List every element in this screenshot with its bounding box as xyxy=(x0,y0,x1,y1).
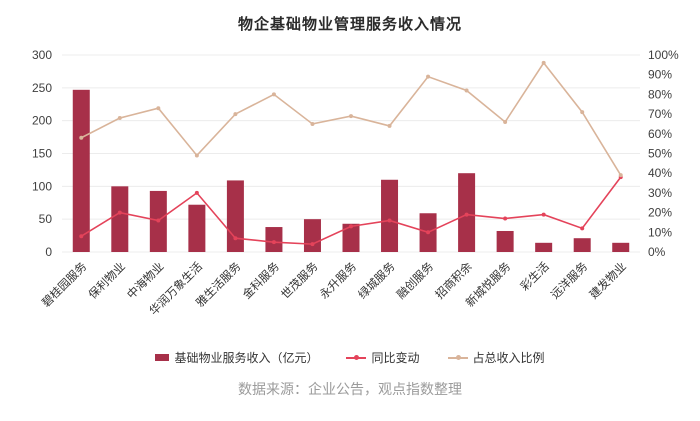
bar xyxy=(381,179,399,252)
x-axis-label: 融创服务 xyxy=(394,259,437,302)
x-axis-label: 中海物业 xyxy=(124,259,166,301)
source-note: 数据来源：企业公告，观点指数整理 xyxy=(238,381,462,397)
bar xyxy=(111,186,129,252)
right-axis-tick: 0% xyxy=(648,245,666,259)
legend-label-share: 占总收入比例 xyxy=(472,351,545,365)
line-marker xyxy=(541,212,546,217)
legend-label-yoy: 同比变动 xyxy=(371,351,420,365)
bar xyxy=(265,227,283,252)
x-axis-label: 招商积余 xyxy=(432,259,475,302)
line-marker xyxy=(194,190,199,195)
right-axis-tick: 70% xyxy=(648,107,672,121)
line-marker xyxy=(349,114,353,119)
legend-label-revenue: 基础物业服务收入（亿元） xyxy=(174,351,319,365)
right-axis-tick: 20% xyxy=(648,206,672,220)
left-axis-tick: 0 xyxy=(45,245,52,259)
right-axis-tick: 30% xyxy=(648,186,672,200)
line-marker xyxy=(233,236,238,241)
right-axis-tick: 90% xyxy=(648,68,672,82)
bar xyxy=(535,242,553,252)
left-axis-tick: 250 xyxy=(32,81,52,95)
line-marker xyxy=(310,242,315,247)
bar xyxy=(612,242,630,252)
line-marker xyxy=(503,216,508,221)
line-marker xyxy=(464,212,469,217)
line-marker xyxy=(156,218,161,223)
bar xyxy=(72,89,90,252)
line-marker xyxy=(194,153,199,158)
right-axis-tick: 40% xyxy=(648,166,672,180)
bar xyxy=(226,180,244,252)
x-axis-label: 绿城服务 xyxy=(355,259,398,302)
line-marker xyxy=(156,106,161,111)
x-axis-label: 彩生活 xyxy=(517,259,551,293)
line-marker xyxy=(426,230,431,235)
bar xyxy=(496,230,514,252)
share-line xyxy=(80,61,622,176)
line-marker xyxy=(541,60,546,65)
right-axis-tick: 10% xyxy=(648,225,672,239)
line-marker xyxy=(117,116,122,121)
line-marker xyxy=(233,112,238,117)
chart-title: 物企基础物业管理服务收入情况 xyxy=(237,16,462,33)
line-marker xyxy=(464,88,469,93)
line-marker xyxy=(271,92,276,97)
line-swatch-icon xyxy=(447,355,468,360)
x-axis-label: 永升服务 xyxy=(317,259,360,302)
left-axis-tick: 200 xyxy=(32,114,52,128)
line-marker xyxy=(349,224,353,229)
legend-item-share: 占总收入比例 xyxy=(447,349,545,366)
left-axis-tick: 300 xyxy=(32,48,52,62)
bar xyxy=(188,204,206,252)
left-axis-tick: 100 xyxy=(32,179,52,193)
line-marker xyxy=(310,121,315,126)
x-axis-label: 世茂服务 xyxy=(278,259,321,302)
bar-swatch-icon xyxy=(155,354,170,361)
line-marker xyxy=(79,234,84,239)
bar xyxy=(573,238,591,252)
line-marker xyxy=(117,210,122,215)
legend-item-yoy: 同比变动 xyxy=(346,349,420,366)
line-swatch-icon xyxy=(346,355,367,360)
legend: 基础物业服务收入（亿元） 同比变动 占总收入比例 xyxy=(0,349,700,366)
legend-item-revenue: 基础物业服务收入（亿元） xyxy=(155,349,318,366)
line-marker xyxy=(79,135,84,140)
right-axis-tick: 60% xyxy=(648,127,672,141)
x-axis-label: 建发物业 xyxy=(586,259,628,301)
line-marker xyxy=(503,119,508,124)
line-marker xyxy=(271,240,276,245)
line-marker xyxy=(426,74,431,79)
x-axis-label: 碧桂园服务 xyxy=(39,259,90,310)
x-axis-label: 保利物业 xyxy=(85,259,127,301)
x-axis-label: 远洋服务 xyxy=(548,259,591,302)
right-axis-tick: 80% xyxy=(648,87,672,101)
line-marker xyxy=(387,218,392,223)
bar xyxy=(342,223,360,252)
line-marker xyxy=(580,226,585,231)
line-marker xyxy=(618,173,623,178)
bar xyxy=(303,219,321,252)
left-axis-tick: 50 xyxy=(39,212,53,226)
x-axis-label: 金科服务 xyxy=(240,259,283,302)
line-marker xyxy=(387,123,392,128)
line-marker xyxy=(580,110,585,115)
right-axis-tick: 100% xyxy=(648,48,679,62)
left-axis-tick: 150 xyxy=(32,147,52,161)
combo-chart: 0 50 100 150 200 250 300 0% 10% 20% 30% 40% 50% 60% 70… xyxy=(32,48,679,318)
right-axis-tick: 50% xyxy=(648,147,672,161)
